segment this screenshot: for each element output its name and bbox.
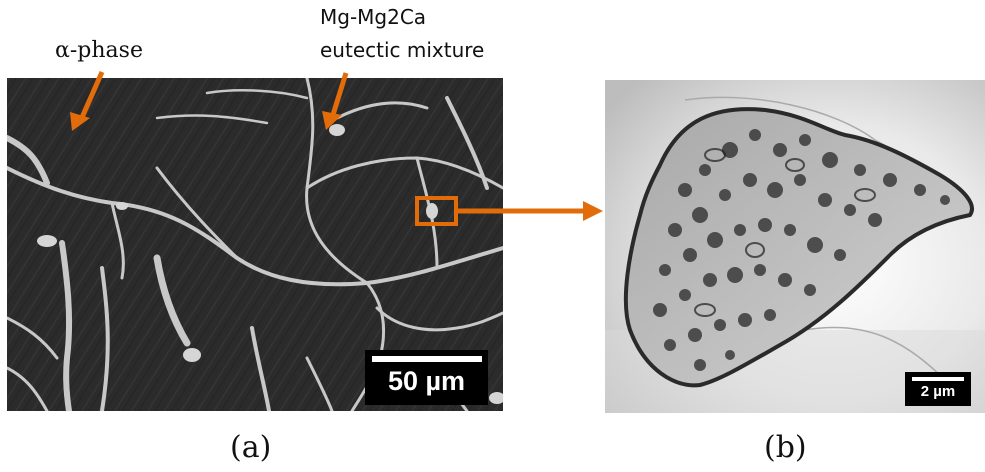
micrograph-b	[605, 80, 985, 413]
eutectic-label-line1: Mg-Mg2Ca	[320, 5, 427, 29]
caption-a: (a)	[230, 430, 272, 465]
alpha-phase-arrow	[70, 70, 105, 131]
alpha-phase-label: α-phase	[55, 38, 143, 63]
connector-arrow	[458, 201, 603, 221]
scale-bar-b: 2 µm	[905, 372, 971, 406]
scale-bar-a: 50 µm	[365, 350, 488, 405]
eutectic-label-line2: eutectic mixture	[320, 38, 485, 62]
scale-bar-a-label: 50 µm	[387, 366, 466, 396]
caption-b: (b)	[764, 430, 807, 465]
highlight-box	[415, 196, 458, 226]
scale-bar-b-label: 2 µm	[920, 383, 956, 400]
eutectic-arrow	[322, 72, 349, 130]
